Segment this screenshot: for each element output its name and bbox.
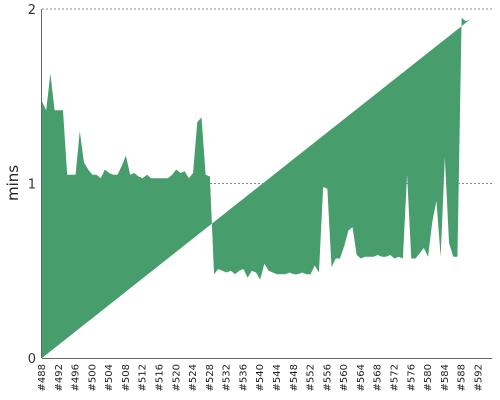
- y-axis-label: mins: [4, 165, 22, 201]
- x-tick-label: #552: [306, 364, 317, 391]
- y-tick-label: 0: [28, 352, 36, 367]
- x-tick-label: #544: [272, 364, 283, 391]
- x-tick-label: #532: [222, 364, 233, 391]
- x-tick-label: #588: [457, 364, 468, 391]
- y-tick-label: 1: [28, 178, 36, 193]
- axis-layer: [41, 9, 492, 359]
- x-tick-label: #564: [356, 364, 367, 391]
- x-tick-label: #592: [473, 364, 484, 391]
- x-tick-label: #584: [440, 364, 451, 391]
- x-tick-label: #528: [205, 364, 216, 391]
- x-tick-label: #560: [339, 364, 350, 391]
- x-tick-label: #508: [121, 364, 132, 391]
- x-tick-label: #548: [289, 364, 300, 391]
- x-tick-label: #580: [423, 364, 434, 391]
- x-tick-label: #568: [373, 364, 384, 391]
- x-tick-label: #520: [171, 364, 182, 391]
- x-tick-label: #540: [255, 364, 266, 391]
- x-tick-label: #536: [238, 364, 249, 391]
- x-tick-label: #500: [87, 364, 98, 391]
- x-tick-label: #496: [71, 364, 82, 391]
- x-tick-label: #556: [322, 364, 333, 391]
- x-tick-labels: #488 #492 #496 #500 #504 #508 #512 #516 #520 #524…: [37, 364, 484, 391]
- x-tick-label: #512: [138, 364, 149, 391]
- y-tick-label: 2: [28, 3, 36, 18]
- y-tick-labels: 0 1 2: [28, 3, 36, 367]
- duration-area: [42, 17, 471, 358]
- x-tick-label: #516: [154, 364, 165, 391]
- x-tick-label: #572: [389, 364, 400, 391]
- x-tick-label: #576: [406, 364, 417, 391]
- x-tick-label: #492: [54, 364, 65, 391]
- x-tick-label: #524: [188, 364, 199, 391]
- x-tick-label: #488: [37, 364, 48, 391]
- x-tick-label: #504: [104, 364, 115, 391]
